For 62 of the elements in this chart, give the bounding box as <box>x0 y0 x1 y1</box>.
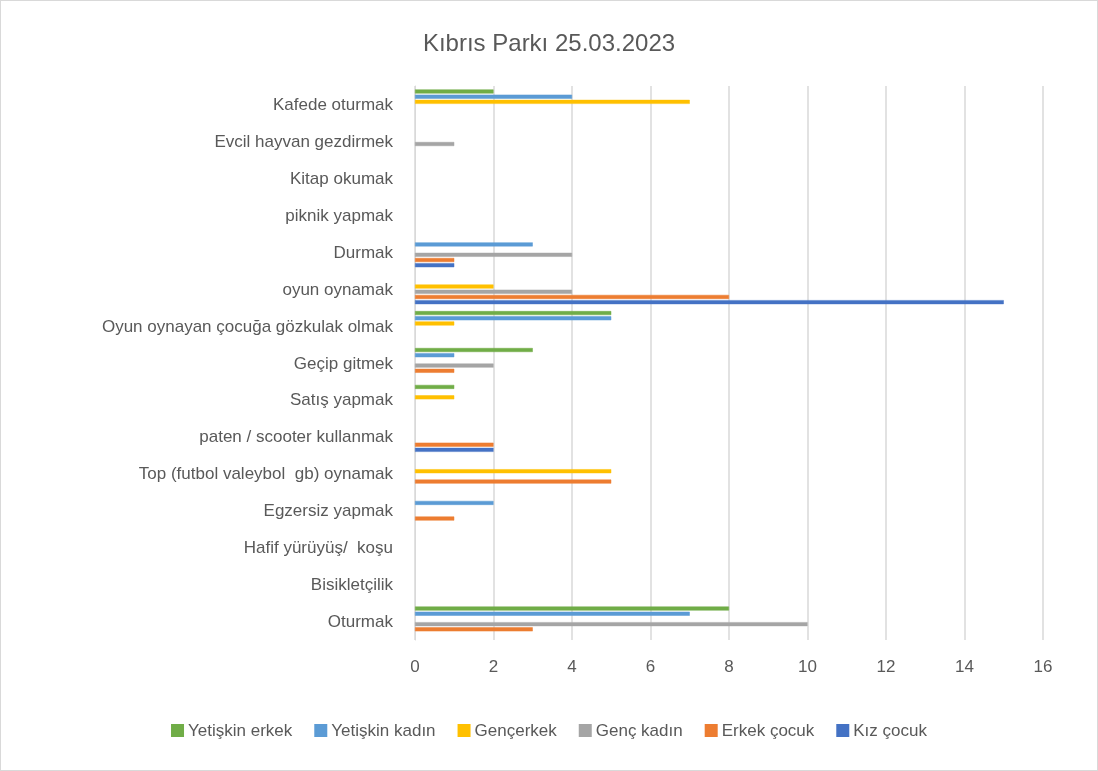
y-tick-label: Kitap okumak <box>290 168 394 188</box>
x-tick-label: 4 <box>567 657 577 676</box>
y-tick-label: Top (futbol valeybol gb) oynamak <box>138 464 394 484</box>
y-tick-label: Oyun oynayan çocuğa gözkulak olmak <box>101 316 394 336</box>
bar <box>415 300 1004 305</box>
bar <box>415 258 455 262</box>
bar <box>415 442 494 447</box>
bar <box>415 348 533 352</box>
y-tick-label: Hafif yürüyüş/ koşu <box>243 538 393 558</box>
x-tick-label: 6 <box>645 657 656 676</box>
bar <box>415 321 455 326</box>
legend-label: Genç kadın <box>595 721 683 740</box>
legend-label: Yetişkin erkek <box>188 721 293 740</box>
bar <box>415 311 612 316</box>
y-tick-label: piknik yapmak <box>285 205 394 225</box>
legend-label: Kız çocuk <box>853 721 928 740</box>
bar <box>415 395 455 400</box>
bar <box>415 294 729 299</box>
y-tick-label: oyun oynamak <box>282 279 394 299</box>
bar <box>415 263 455 268</box>
x-tick-label: 0 <box>410 657 420 676</box>
bar <box>415 516 455 521</box>
bar <box>415 242 533 247</box>
y-tick-label: Bisikletçilik <box>310 575 394 595</box>
bar <box>415 500 494 505</box>
x-tick-label: 2 <box>488 657 499 676</box>
y-tick-label: Geçip gitmek <box>293 353 394 373</box>
bar <box>415 627 533 632</box>
x-tick-label: 14 <box>955 657 974 676</box>
x-tick-label: 10 <box>798 657 817 676</box>
legend-label: Yetişkin kadın <box>331 721 436 740</box>
y-tick-label: Satış yapmak <box>290 390 394 410</box>
x-tick-label: 8 <box>724 657 734 676</box>
bar <box>415 363 494 368</box>
bar <box>415 611 690 616</box>
legend-label: Erkek çocuk <box>721 721 815 740</box>
bar <box>415 89 494 94</box>
y-tick-label: Egzersiz yapmak <box>263 501 394 521</box>
bar <box>415 479 612 484</box>
y-tick-label: paten / scooter kullanmak <box>199 427 394 447</box>
bar <box>415 622 808 627</box>
y-tick-label: Kafede oturmak <box>272 94 394 114</box>
y-tick-label: Evcil hayvan gezdirmek <box>214 131 394 151</box>
bar <box>415 606 729 611</box>
chart-title: Kıbrıs Parkı 25.03.2023 <box>422 28 676 56</box>
bar <box>415 368 455 373</box>
bar <box>415 94 572 99</box>
bar <box>415 447 494 452</box>
bar <box>415 384 455 389</box>
bar <box>415 252 572 257</box>
bar <box>415 316 612 321</box>
bar <box>415 353 455 358</box>
bar <box>415 469 612 474</box>
legend-label: Gençerkek <box>474 721 558 740</box>
bar <box>415 289 572 294</box>
bar <box>415 284 494 289</box>
y-tick-label: Durmak <box>333 242 394 262</box>
x-tick-label: 12 <box>876 657 896 676</box>
y-tick-label: Oturmak <box>327 612 394 632</box>
x-tick-label: 16 <box>1033 657 1053 676</box>
bar <box>415 99 690 104</box>
bar <box>415 142 455 146</box>
